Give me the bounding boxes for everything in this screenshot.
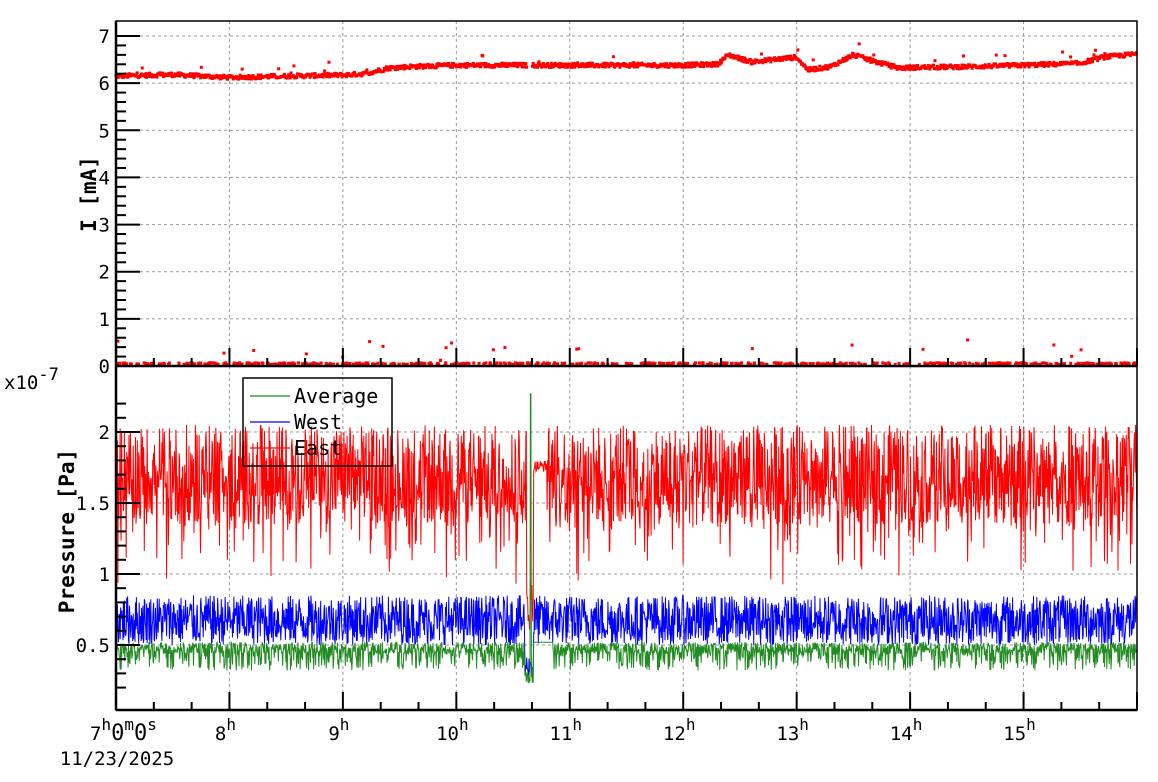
svg-text:7: 7 [99,26,110,48]
top-panel-grid [116,21,1137,366]
top-y-tick-labels: 0 1 2 3 4 5 6 7 [99,26,110,378]
legend: Average West East [242,377,393,467]
bottom-y-axis-title: Pressure [Pa] [55,449,79,613]
svg-text:12h: 12h [663,715,696,745]
svg-text:1: 1 [99,564,110,586]
svg-text:1: 1 [99,309,110,331]
svg-text:3: 3 [99,215,110,237]
svg-text:9h: 9h [328,715,349,745]
legend-box [242,377,393,467]
svg-text:0: 0 [99,356,110,378]
pressure-line-series [115,393,1138,684]
svg-text:14h: 14h [890,715,923,745]
x-axis-date: 11/23/2025 [60,748,174,770]
legend-label-east: East [294,436,342,460]
top-y-axis-title: I [mA] [77,156,101,232]
svg-text:7h0m0s: 7h0m0s [90,715,157,746]
svg-text:15h: 15h [1003,715,1036,745]
svg-text:4: 4 [99,167,110,189]
top-panel-frame [115,20,1138,367]
svg-text:13h: 13h [776,715,809,745]
current-scatter-series [114,42,1138,367]
svg-text:5: 5 [99,120,110,142]
bottom-y-tick-labels: 0.5 1 1.5 2 [76,422,110,657]
svg-text:8h: 8h [215,715,236,745]
legend-label-west: West [294,410,342,434]
y-exponent-label: x10-7 [4,365,59,394]
axis-ticks [115,35,1138,710]
svg-text:11h: 11h [550,715,583,745]
svg-text:1.5: 1.5 [76,493,110,515]
svg-text:10h: 10h [436,715,469,745]
svg-text:2: 2 [99,262,110,284]
legend-label-average: Average [294,384,378,408]
x-tick-labels: 7h0m0s 8h 9h 10h 11h 12h 13h 14h 15h [90,715,1036,746]
svg-text:6: 6 [99,73,110,95]
svg-text:2: 2 [99,422,110,444]
svg-text:0.5: 0.5 [76,635,110,657]
